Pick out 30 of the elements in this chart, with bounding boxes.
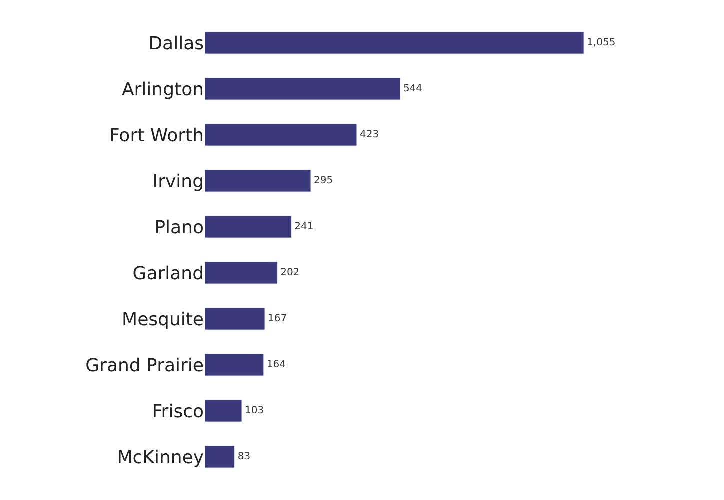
y-tick-label: Plano	[154, 217, 204, 238]
data-label: 1,055	[587, 38, 616, 48]
data-label: 83	[238, 452, 251, 462]
bar	[205, 216, 292, 238]
data-label: 544	[403, 84, 423, 94]
y-tick-label: Arlington	[122, 79, 204, 100]
data-label: 295	[314, 176, 334, 186]
bar	[205, 446, 236, 468]
y-tick-label: Frisco	[152, 401, 204, 422]
data-label: 202	[280, 268, 300, 278]
bar	[205, 170, 312, 192]
data-label: 423	[360, 130, 380, 140]
bar	[205, 400, 242, 422]
y-tick-label: Irving	[152, 171, 204, 192]
data-label: 167	[268, 314, 288, 324]
bar	[205, 308, 266, 330]
data-label: 103	[245, 406, 264, 416]
bar	[205, 354, 264, 376]
data-label: 164	[266, 360, 286, 370]
y-tick-label: Dallas	[148, 33, 204, 54]
y-tick-label: Fort Worth	[109, 125, 204, 146]
y-tick-label: Mesquite	[122, 309, 204, 330]
y-tick-label: McKinney	[117, 447, 204, 468]
bar	[205, 78, 401, 100]
data-label: 241	[294, 222, 314, 232]
y-tick-label: Garland	[132, 263, 204, 284]
y-tick-label: Grand Prairie	[86, 355, 204, 376]
bar	[205, 32, 584, 54]
bar	[205, 262, 278, 284]
bar	[205, 124, 358, 146]
